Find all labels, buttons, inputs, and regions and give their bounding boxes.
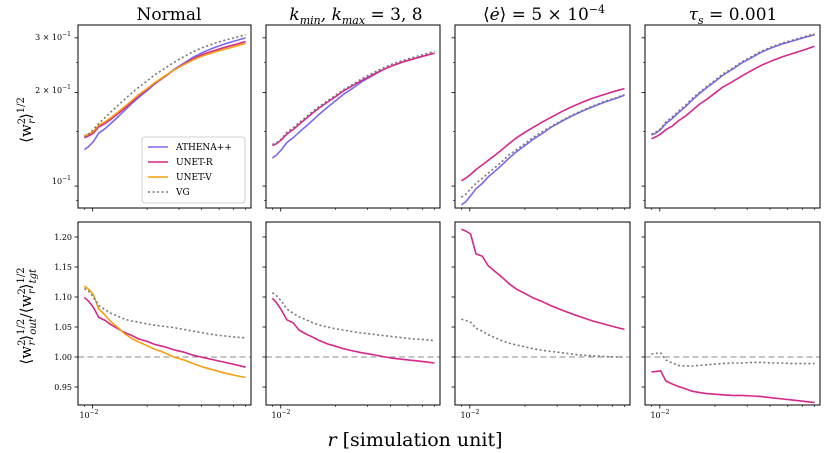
- panel-top-3: [451, 24, 631, 212]
- series-unet-r: [272, 52, 435, 147]
- series-athena-: [83, 37, 246, 151]
- panel-bottom-2: [262, 221, 441, 409]
- ytick-label: 1.05: [54, 323, 72, 332]
- axes-frame: [77, 221, 252, 406]
- series-vg: [271, 292, 435, 342]
- ylabel-top: ⟨w2r⟩1/2: [16, 97, 38, 143]
- series-vg: [461, 318, 625, 358]
- panel-bottom-1: 0.95 1.00 1.05 1.10 1.15 1.20: [54, 221, 252, 409]
- ylabel-bottom: ⟨w2r⟩1/2out/⟨w2r⟩1/2tgt: [16, 267, 39, 364]
- legend-label: UNET-R: [176, 158, 213, 168]
- title-tau-s: τs = 0.001: [689, 5, 778, 27]
- ytick-label: 1.00: [54, 353, 72, 362]
- series-athena-: [651, 33, 815, 136]
- series-unet-r: [84, 40, 246, 139]
- axes-frame: [644, 24, 821, 209]
- legend: ATHENA++ UNET-R UNET-V VG: [141, 136, 246, 204]
- xtick-label-col4: 10−2: [650, 409, 669, 420]
- series-vg: [272, 50, 435, 146]
- ytick-label: 0.95: [54, 383, 72, 392]
- series-unet-r: [271, 297, 435, 364]
- title-energy-rate: ⟨ė⟩ = 5 × 10−4: [483, 3, 605, 25]
- ytick-label: 1.10: [54, 293, 72, 302]
- axes-frame: [454, 24, 631, 209]
- series-athena-: [271, 52, 435, 159]
- series-vg: [651, 352, 815, 367]
- series-unet-r: [461, 228, 625, 331]
- axes-frame: [77, 24, 252, 209]
- panel-bottom-4: [641, 221, 821, 409]
- ytick-label: 1.20: [54, 233, 72, 242]
- ytick-label: 1.15: [54, 263, 72, 272]
- axes-frame: [265, 24, 441, 209]
- title-normal: Normal: [137, 5, 202, 25]
- series-athena-: [460, 94, 625, 206]
- series-vg: [460, 93, 625, 198]
- panel-top-4: [641, 24, 821, 212]
- series-unet-r: [651, 45, 815, 140]
- series-vg: [651, 33, 815, 135]
- panel-top-2: [262, 24, 441, 212]
- panel-bottom-3: [451, 221, 631, 409]
- series-vg: [84, 287, 246, 339]
- ytick-2e-1: 2 × 10−1: [35, 84, 71, 95]
- title-kmin-kmax: kmin, kmax = 3, 8: [289, 5, 422, 27]
- legend-box: [141, 136, 246, 204]
- xlabel: r [simulation unit]: [327, 429, 502, 451]
- ytick-1e-1: 10−1: [52, 175, 71, 186]
- series-unet-r: [83, 296, 246, 368]
- series-unet-r: [651, 370, 815, 404]
- series-vg: [83, 33, 246, 138]
- legend-label: ATHENA++: [175, 143, 232, 153]
- xtick-label-col1: 10−2: [79, 409, 98, 420]
- axes-frame: [644, 221, 821, 406]
- panel-top-1: ATHENA++ UNET-R UNET-V VG: [74, 24, 252, 212]
- axes-frame: [265, 221, 441, 406]
- series-unet-v: [83, 285, 246, 379]
- axes-frame: [454, 221, 631, 406]
- legend-label: UNET-V: [176, 173, 212, 183]
- xtick-label-col2: 10−2: [271, 409, 290, 420]
- legend-label: VG: [175, 188, 190, 198]
- series-unet-r: [460, 87, 625, 182]
- xtick-label-col3: 10−2: [460, 409, 479, 420]
- series-unet-v: [84, 42, 246, 137]
- ytick-3e-1: 3 × 10−1: [35, 31, 71, 42]
